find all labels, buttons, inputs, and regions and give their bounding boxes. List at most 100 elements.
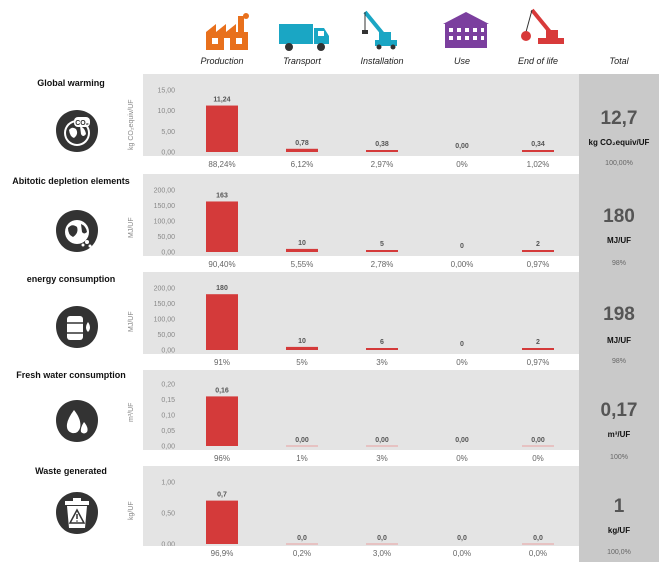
y-tick-label: 0,15 xyxy=(161,397,175,404)
bar-production xyxy=(206,294,238,350)
bar-value-label: 0,00 xyxy=(375,437,389,444)
total-unit-waste-generated: kg/UF xyxy=(607,526,631,535)
ylabel-energy-consumption: MJ/UF xyxy=(128,311,135,332)
total-value-energy-consumption: 198 xyxy=(603,304,635,325)
bar-production xyxy=(206,500,238,544)
bar-installation xyxy=(366,348,398,350)
y-tick-label: 200,00 xyxy=(154,188,176,195)
crane-icon xyxy=(362,10,397,50)
bar-value-label: 0,00 xyxy=(531,437,545,444)
y-tick-label: 0,00 xyxy=(161,150,175,157)
pct-cell: 1% xyxy=(296,454,308,463)
y-tick-label: 0,10 xyxy=(161,413,175,420)
stage-label-transport: Transport xyxy=(283,56,321,66)
chart-waste-generated: 1,00 0,50 0,00 0,7 0,0 0,0 0,0 0,0 xyxy=(161,480,554,548)
bar-value-label: 10 xyxy=(298,240,306,247)
y-tick-label: 150,00 xyxy=(154,203,176,210)
bar-value-label: 180 xyxy=(216,285,228,292)
bar-value-label: 0,00 xyxy=(455,437,469,444)
total-header: Total xyxy=(609,56,629,66)
pct-strip-water-consumption xyxy=(143,450,579,466)
bar-value-label: 2 xyxy=(536,339,540,346)
bar-value-label: 0,38 xyxy=(375,141,389,148)
pct-cell: 2,78% xyxy=(370,260,394,269)
bar-value-label: 0,34 xyxy=(531,141,545,148)
bar-value-label: 0,00 xyxy=(295,437,309,444)
pct-cell: 96,9% xyxy=(210,549,234,558)
bar-value-label: 0,0 xyxy=(297,535,307,542)
total-pct-water-consumption: 100% xyxy=(610,454,628,461)
bar-value-label: 0 xyxy=(460,341,464,348)
y-tick-label: 0,05 xyxy=(161,428,175,435)
bar-production xyxy=(206,201,238,252)
pct-cell: 88,24% xyxy=(208,160,236,169)
stage-label-use: Use xyxy=(453,56,470,66)
total-column xyxy=(579,74,659,562)
y-tick-label: 100,00 xyxy=(154,317,176,324)
y-tick-label: 0,50 xyxy=(161,511,175,518)
total-value-water-consumption: 0,17 xyxy=(600,400,638,421)
total-unit-water-consumption: m³/UF xyxy=(607,430,631,439)
demolition-crane-icon xyxy=(521,8,564,44)
total-unit-energy-consumption: MJ/UF xyxy=(607,336,631,345)
bar-value-label: 0,78 xyxy=(295,140,309,147)
chart-energy-consumption: 200,00 150,00 100,00 50,00 0,00 180 10 6 0 2 xyxy=(154,285,554,354)
total-pct-abiotic-depletion: 98% xyxy=(611,260,626,267)
bar-transport xyxy=(286,346,318,350)
bar-installation xyxy=(366,250,398,252)
bar-value-label: 0 xyxy=(460,243,464,250)
pct-cell: 3% xyxy=(376,358,388,367)
pct-cell: 91% xyxy=(213,358,230,367)
pct-cell: 6,12% xyxy=(290,160,314,169)
pct-cell: 3% xyxy=(376,454,388,463)
pct-cell: 0% xyxy=(456,454,468,463)
y-tick-label: 200,00 xyxy=(154,286,176,293)
svg-text:CO₂: CO₂ xyxy=(75,120,89,127)
bar-value-label: 0,16 xyxy=(215,387,229,394)
y-tick-label: 0,00 xyxy=(161,444,175,451)
y-tick-label: 50,00 xyxy=(157,332,175,339)
total-unit-global-warming: kg CO₂equiv/UF xyxy=(588,138,650,147)
pct-cell: 0,0% xyxy=(528,549,548,558)
bar-value-label: 0,0 xyxy=(377,535,387,542)
ylabel-water-consumption: m³/UF xyxy=(128,402,135,422)
pct-cell: 0% xyxy=(532,454,544,463)
total-value-abiotic-depletion: 180 xyxy=(603,206,635,227)
chart-water-consumption: 0,20 0,15 0,10 0,05 0,00 0,16 0,00 0,00 0,00 0,00 xyxy=(161,382,554,451)
pct-cell: 0,00% xyxy=(450,260,474,269)
y-tick-label: 5,00 xyxy=(161,129,175,136)
pct-cell: 3,0% xyxy=(372,549,392,558)
bar-value-label: 5 xyxy=(380,241,384,248)
bar-value-label: 0,00 xyxy=(455,143,469,150)
waste-bin-icon xyxy=(56,492,98,534)
pct-cell: 1,02% xyxy=(526,160,550,169)
total-unit-abiotic-depletion: MJ/UF xyxy=(607,236,631,245)
total-value-global-warming: 12,7 xyxy=(600,108,638,129)
y-tick-label: 0,00 xyxy=(161,250,175,257)
y-tick-label: 15,00 xyxy=(157,88,175,95)
chart-abiotic-depletion: 200,00 150,00 100,00 50,00 0,00 163 10 5 0 2 xyxy=(154,188,554,257)
total-pct-waste-generated: 100,0% xyxy=(607,549,631,556)
y-tick-label: 100,00 xyxy=(154,219,176,226)
truck-icon xyxy=(279,24,329,51)
bar-production xyxy=(206,396,238,446)
water-drops-icon xyxy=(56,400,98,442)
building-icon xyxy=(443,12,489,48)
factory-icon xyxy=(206,13,249,50)
bar-value-label: 2 xyxy=(536,241,540,248)
bar-value-label: 163 xyxy=(216,192,228,199)
co2-globe-icon: CO₂ xyxy=(56,110,98,152)
total-value-waste-generated: 1 xyxy=(613,496,625,517)
ylabel-waste-generated: kg/UF xyxy=(128,501,135,520)
pct-cell: 0,0% xyxy=(452,549,472,558)
chart-global-warming: 15,00 10,00 5,00 0,00 11,24 0,78 0,38 0,00 0,34 xyxy=(157,88,554,157)
bar-value-label: 10 xyxy=(298,338,306,345)
pct-cell: 0,2% xyxy=(292,549,312,558)
y-tick-label: 50,00 xyxy=(157,234,175,241)
row-title-global-warming: Global warming xyxy=(37,78,105,88)
row-title-abiotic-depletion: Abitotic depletion elements xyxy=(12,176,130,186)
pct-strip-global-warming xyxy=(143,156,579,172)
bar-end-of-life xyxy=(522,348,554,350)
pct-cell: 5,55% xyxy=(290,260,314,269)
